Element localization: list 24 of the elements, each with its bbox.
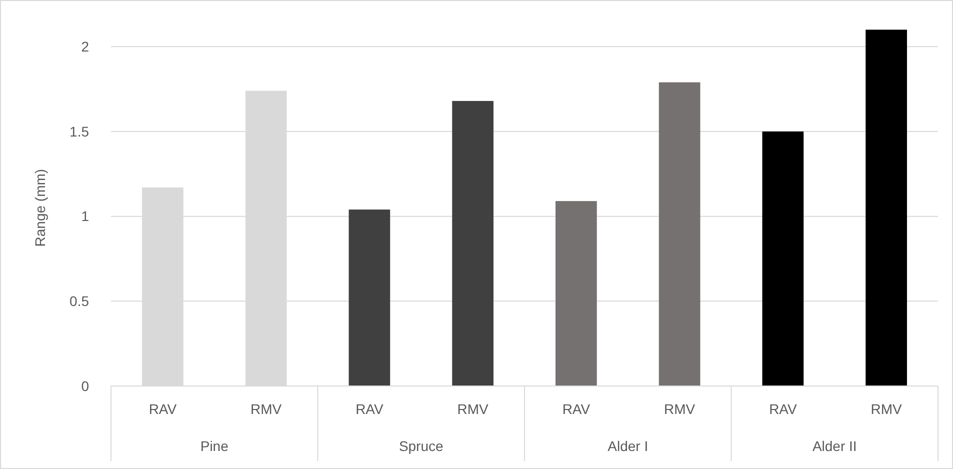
bar <box>348 210 390 386</box>
x-tick-label: RAV <box>356 401 384 417</box>
bar <box>452 100 494 386</box>
bar <box>866 30 907 386</box>
x-tick-label: RMV <box>870 401 903 417</box>
bar <box>658 82 700 386</box>
text: Spruce <box>398 438 444 454</box>
x-tick-label: RMV <box>457 401 490 417</box>
y-tick-label: 1 <box>81 208 90 224</box>
y-tick-label: 0 <box>81 378 90 394</box>
y-tick-label: 0.5 <box>70 293 90 310</box>
y-axis-title: Range (mm) <box>32 168 48 247</box>
y-tick-label: 1.5 <box>70 123 90 140</box>
x-tick-label: RMV <box>250 401 282 417</box>
text: Alder II <box>812 438 857 454</box>
text: Pine <box>200 438 229 454</box>
y-tick-label: 2 <box>81 38 90 55</box>
x-tick-label: RAV <box>148 401 178 417</box>
x-tick-label: RAV <box>562 401 591 417</box>
text: Alder I <box>608 438 648 454</box>
x-tick-label: RAV <box>769 401 798 417</box>
bar <box>556 201 597 386</box>
bar <box>762 132 804 386</box>
x-tick-label: RMV <box>664 401 696 417</box>
